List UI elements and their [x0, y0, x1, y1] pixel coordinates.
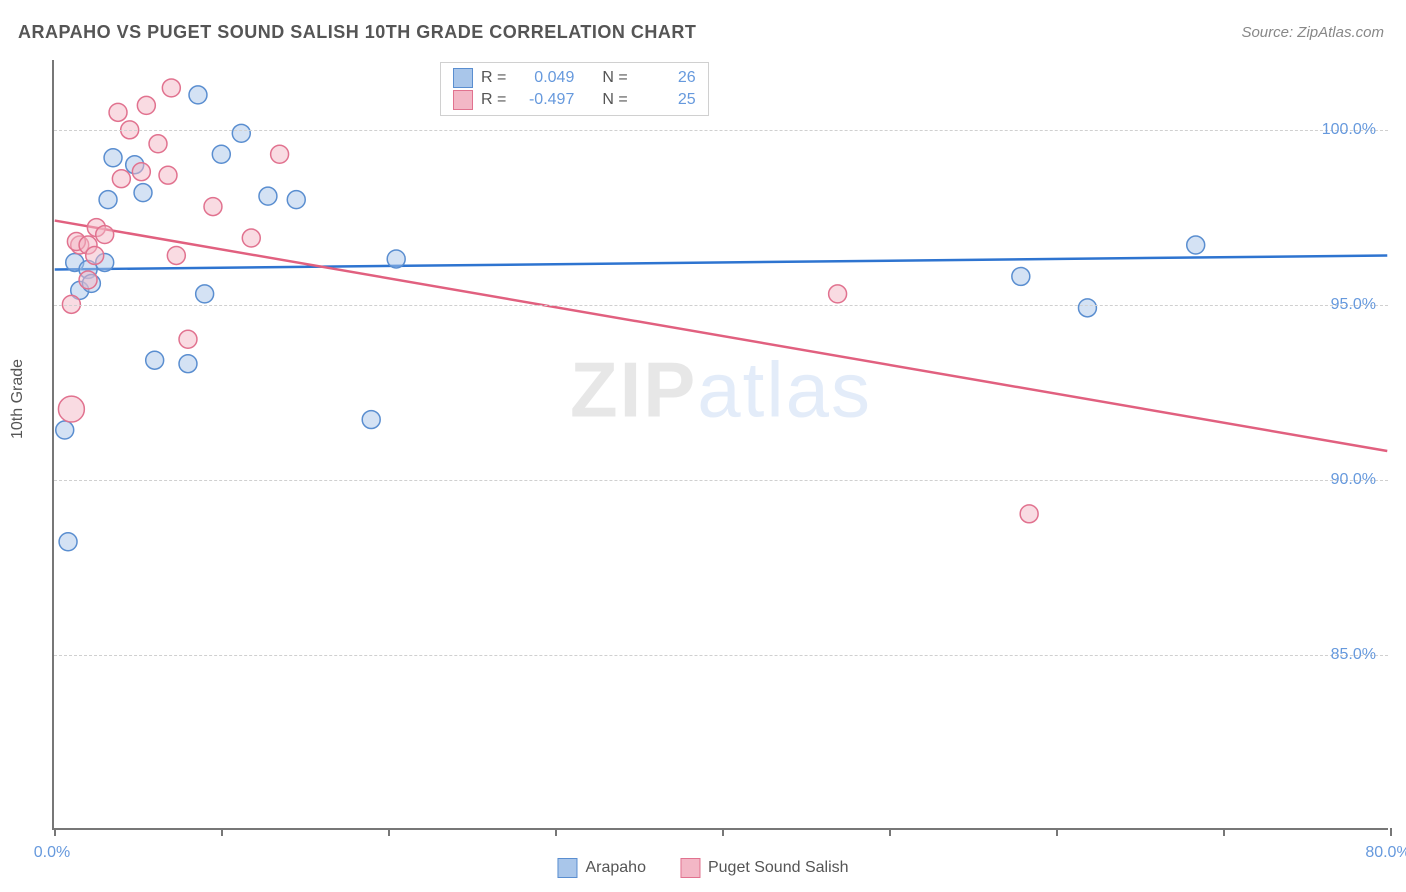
- plot-svg: [54, 60, 1388, 828]
- legend-label-2: Puget Sound Salish: [708, 859, 849, 877]
- n-label: N =: [602, 69, 627, 87]
- ytick-label: 85.0%: [1331, 646, 1376, 664]
- n-value-2: 25: [636, 91, 696, 109]
- ytick-label: 100.0%: [1322, 121, 1376, 139]
- legend-item-1: Arapaho: [557, 858, 646, 878]
- legend-row-1: R = 0.049 N = 26: [453, 67, 696, 89]
- legend-bottom: Arapaho Puget Sound Salish: [557, 858, 848, 878]
- legend-correlation: R = 0.049 N = 26 R = -0.497 N = 25: [440, 62, 709, 116]
- y-axis-label: 10th Grade: [9, 359, 27, 439]
- legend-item-2: Puget Sound Salish: [680, 858, 849, 878]
- plot-area: ZIPatlas 85.0%90.0%95.0%100.0%: [52, 60, 1388, 830]
- ytick-label: 95.0%: [1331, 296, 1376, 314]
- n-value-1: 26: [636, 69, 696, 87]
- xtick-label-max: 80.0%: [1365, 844, 1406, 862]
- r-value-1: 0.049: [514, 69, 574, 87]
- r-label: R =: [481, 69, 506, 87]
- chart-title: ARAPAHO VS PUGET SOUND SALISH 10TH GRADE…: [18, 22, 696, 43]
- ytick-label: 90.0%: [1331, 471, 1376, 489]
- r-value-2: -0.497: [514, 91, 574, 109]
- source-label: Source: ZipAtlas.com: [1241, 24, 1384, 41]
- swatch-bottom-2: [680, 858, 700, 878]
- legend-label-1: Arapaho: [585, 859, 646, 877]
- swatch-series2: [453, 90, 473, 110]
- legend-row-2: R = -0.497 N = 25: [453, 89, 696, 111]
- swatch-bottom-1: [557, 858, 577, 878]
- swatch-series1: [453, 68, 473, 88]
- xtick-label-min: 0.0%: [34, 844, 70, 862]
- r-label-2: R =: [481, 91, 506, 109]
- n-label-2: N =: [602, 91, 627, 109]
